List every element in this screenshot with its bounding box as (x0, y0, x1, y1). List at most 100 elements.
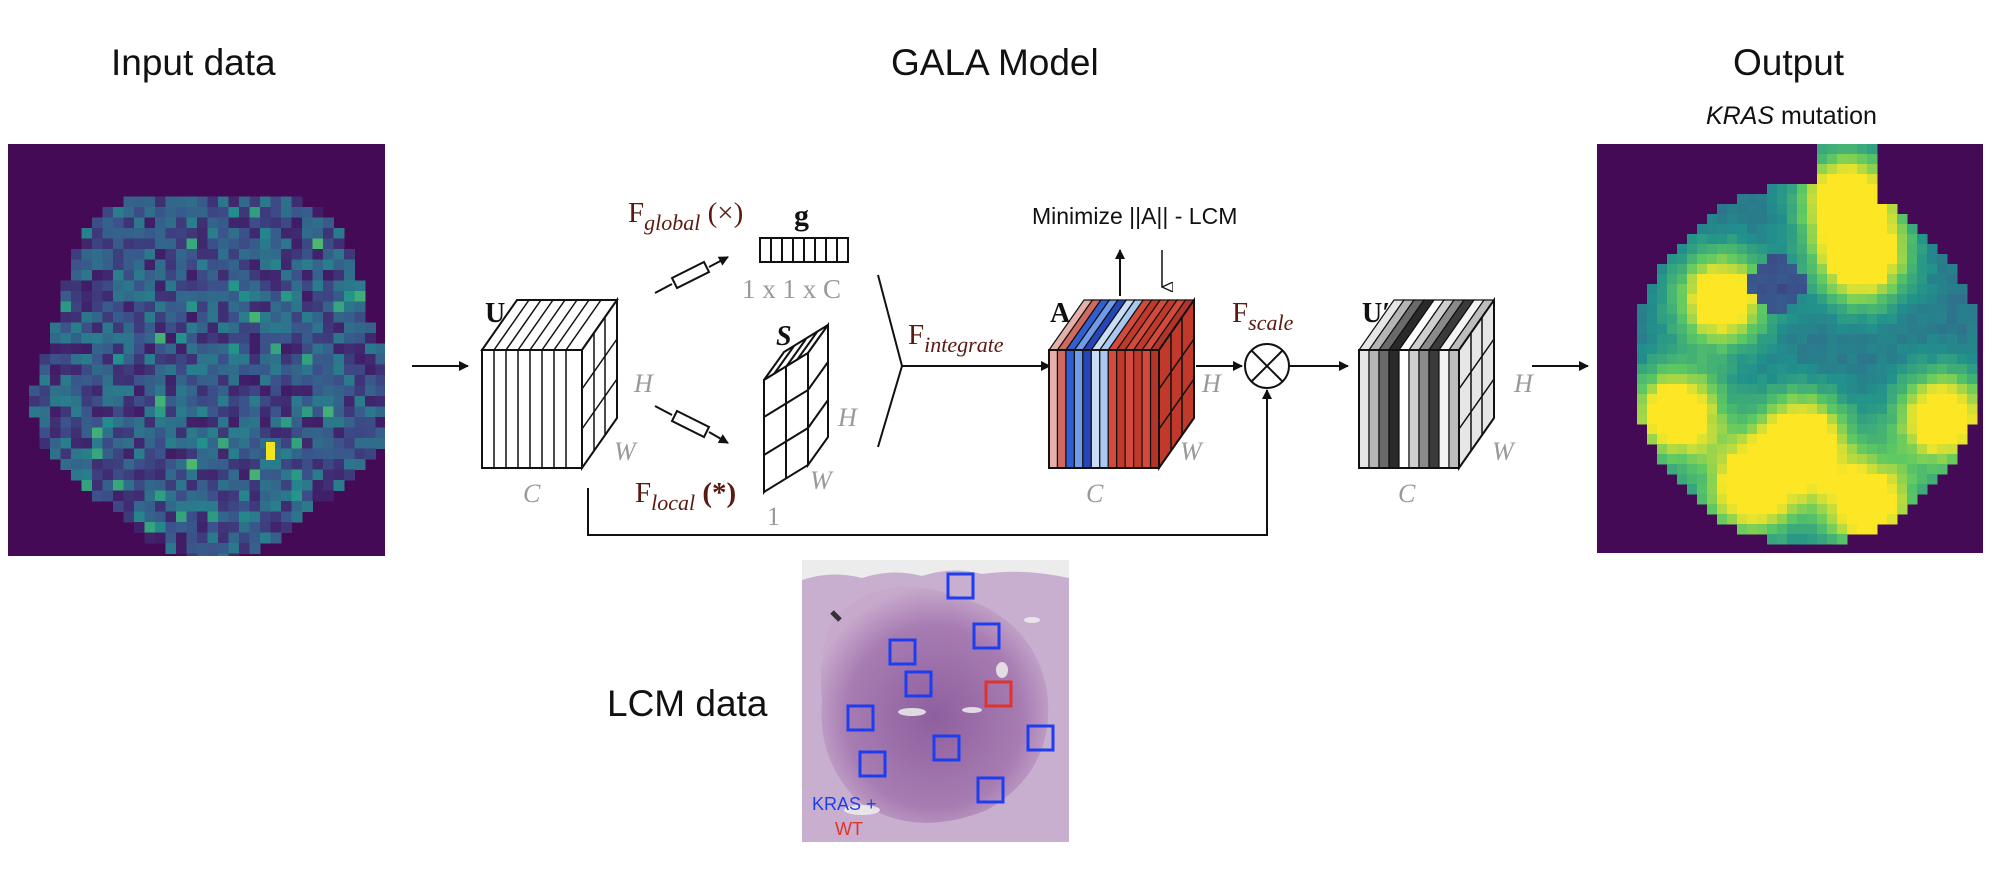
input-pixel (50, 322, 61, 334)
input-pixel (228, 343, 240, 355)
input-pixel (207, 438, 219, 449)
output-pixel (1657, 414, 1668, 425)
output-pixel (1827, 384, 1838, 395)
output-pixel (1697, 484, 1708, 495)
output-pixel (1707, 414, 1718, 425)
output-pixel (1897, 394, 1908, 405)
input-pixel (134, 480, 145, 491)
output-pixel (1667, 344, 1678, 355)
input-pixel (186, 375, 198, 386)
u-prime-channel-stripe (1358, 349, 1370, 469)
input-pixel (81, 259, 93, 271)
output-pixel (1717, 344, 1728, 355)
output-pixel (1887, 444, 1898, 455)
input-pixel (239, 490, 250, 502)
output-pixel (1797, 254, 1808, 265)
input-pixel (186, 469, 198, 481)
input-pixel (312, 333, 324, 344)
output-pixel (1797, 514, 1808, 525)
output-pixel (1817, 254, 1828, 265)
output-pixel (1917, 444, 1928, 455)
input-pixel (207, 228, 219, 239)
output-pixel (1737, 464, 1748, 475)
input-pixel (365, 354, 376, 365)
input-pixel (291, 501, 303, 512)
output-pixel (1857, 504, 1868, 515)
input-pixel (354, 396, 366, 407)
input-pixel (323, 417, 334, 428)
output-pixel (1857, 184, 1868, 195)
input-pixel (333, 301, 345, 313)
input-pixel (228, 543, 240, 554)
input-pixel (281, 438, 292, 449)
input-pixel (218, 459, 229, 470)
input-pixel (60, 280, 72, 292)
output-pixel (1697, 394, 1708, 405)
input-pixel (249, 511, 261, 523)
output-pixel (1727, 284, 1738, 295)
input-pixel (60, 312, 72, 323)
f-local-op: (*) (695, 477, 736, 509)
output-pixel (1827, 184, 1838, 195)
input-pixel (218, 196, 229, 208)
input-pixel (302, 469, 313, 481)
output-pixel (1657, 404, 1668, 415)
output-pixel (1647, 434, 1658, 445)
input-pixel (312, 417, 324, 428)
input-pixel (92, 364, 103, 376)
input-pixel (123, 259, 135, 271)
output-pixel (1877, 224, 1888, 235)
output-pixel (1787, 244, 1798, 255)
output-pixel (1927, 334, 1938, 345)
input-pixel (312, 406, 324, 418)
input-pixel (291, 396, 303, 407)
input-pixel (71, 343, 82, 355)
output-pixel (1917, 414, 1928, 425)
output-pixel (1807, 514, 1818, 525)
input-pixel (354, 459, 366, 470)
input-pixel (71, 249, 82, 260)
output-pixel (1757, 394, 1768, 405)
output-pixel (1797, 194, 1808, 205)
output-pixel (1687, 274, 1698, 285)
output-pixel (1747, 364, 1758, 375)
output-pixel (1777, 234, 1788, 245)
output-pixel (1887, 474, 1898, 485)
output-pixel (1847, 434, 1858, 445)
input-pixel (218, 385, 229, 397)
output-pixel (1807, 394, 1818, 405)
input-pixel (354, 301, 366, 313)
input-pixel (81, 459, 93, 470)
output-pixel (1887, 424, 1898, 435)
input-pixel (323, 406, 334, 418)
input-pixel (144, 501, 156, 512)
output-pixel (1837, 244, 1848, 255)
input-pixel (92, 238, 103, 250)
input-pixel (260, 249, 271, 260)
input-pixel (81, 343, 93, 355)
output-pixel (1717, 394, 1728, 405)
input-pixel (71, 322, 82, 334)
input-pixel (60, 427, 72, 439)
output-pixel (1777, 454, 1788, 465)
output-pixel (1687, 344, 1698, 355)
input-pixel (155, 490, 166, 502)
output-pixel (1787, 424, 1798, 435)
input-pixel (302, 459, 313, 470)
output-pixel (1767, 254, 1778, 265)
output-pixel (1687, 434, 1698, 445)
output-pixel (1827, 314, 1838, 325)
input-pixel (323, 259, 334, 271)
input-pixel (344, 438, 355, 449)
lcm-histology-canvas: KRAS + WT (802, 570, 1069, 842)
input-pixel (197, 553, 208, 565)
output-pixel (1657, 444, 1668, 455)
input-pixel (176, 259, 187, 271)
input-pixel (270, 238, 282, 250)
f-integrate-label: Fintegrate (908, 319, 1004, 357)
output-pixel (1657, 294, 1668, 305)
input-pixel (333, 406, 345, 418)
output-pixel (1657, 384, 1668, 395)
output-pixel (1837, 174, 1848, 185)
output-pixel (1707, 344, 1718, 355)
